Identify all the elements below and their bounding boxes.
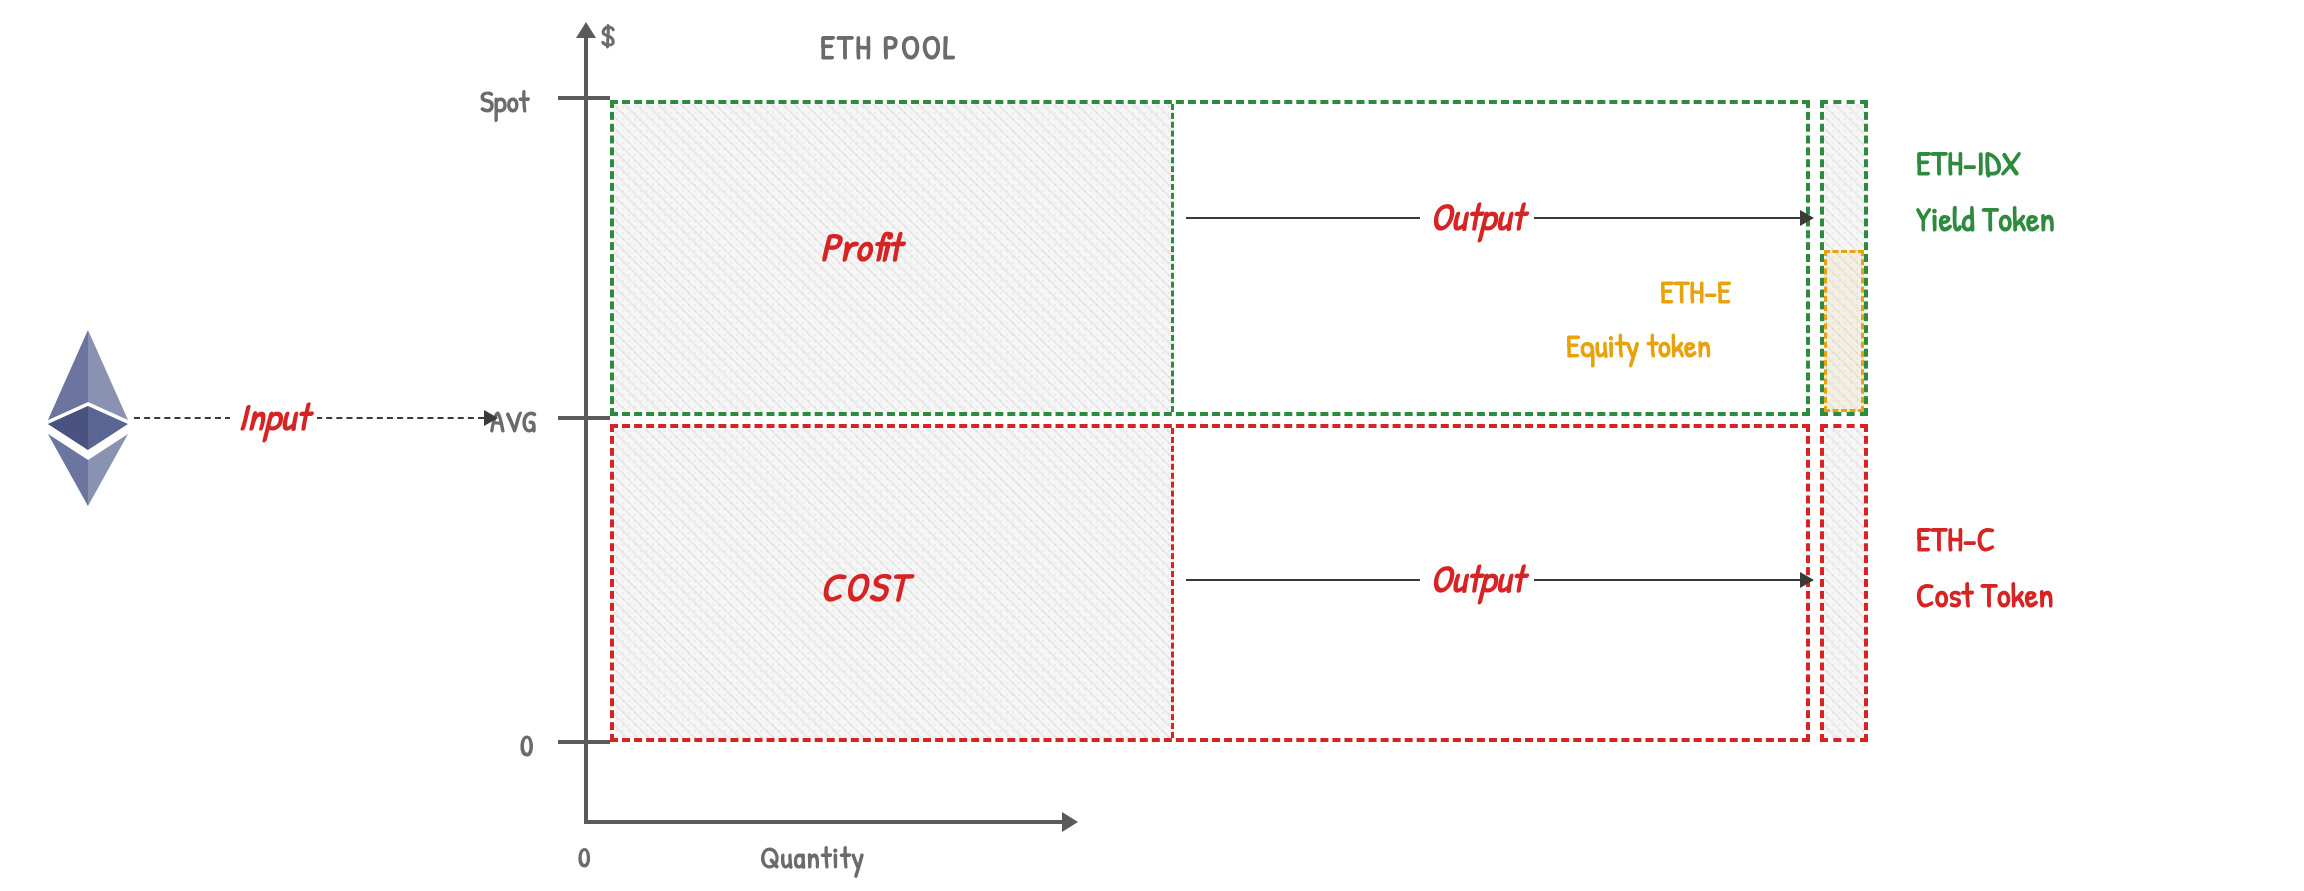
eth-e-label: ETH-E bbox=[1660, 270, 1731, 313]
cost-token-label: Cost Token bbox=[1916, 572, 2054, 618]
y-axis bbox=[584, 36, 588, 822]
ytick-spot bbox=[558, 96, 610, 100]
pool-title: ETH POOL bbox=[820, 24, 957, 70]
equity-token-box bbox=[1824, 250, 1864, 412]
y-axis-arrow bbox=[576, 22, 596, 38]
input-label: Input bbox=[230, 390, 317, 442]
ytick-avg bbox=[558, 416, 610, 420]
output-bottom-label: Output bbox=[1420, 552, 1534, 604]
x-axis bbox=[584, 820, 1064, 824]
diagram-stage: ETH POOL $ Quantity 0 Spot AVG 0 Profit … bbox=[0, 0, 2304, 891]
output-top-head bbox=[1800, 210, 1814, 226]
y-axis-label: $ bbox=[600, 16, 615, 56]
input-arrow-head bbox=[484, 410, 498, 426]
profit-label: Profit bbox=[820, 220, 901, 274]
ethidx-label: ETH-IDX bbox=[1916, 140, 2021, 186]
ethereum-icon bbox=[44, 330, 132, 506]
ytick-zero bbox=[558, 740, 610, 744]
output-top-label: Output bbox=[1420, 190, 1534, 242]
yield-token-label: Yield Token bbox=[1916, 196, 2055, 242]
equity-token-label: Equity token bbox=[1566, 324, 1711, 367]
output-bottom-head bbox=[1800, 572, 1814, 588]
ytick-spot-label: Spot bbox=[480, 82, 529, 122]
cost-label: COST bbox=[820, 560, 909, 614]
cost-token-box bbox=[1820, 424, 1868, 742]
ytick-zero-label: 0 bbox=[520, 726, 533, 766]
x-axis-arrow bbox=[1062, 812, 1078, 832]
eth-c-label: ETH-C bbox=[1916, 516, 1995, 562]
x-axis-label: Quantity bbox=[760, 838, 865, 878]
origin-label: 0 bbox=[578, 838, 591, 876]
